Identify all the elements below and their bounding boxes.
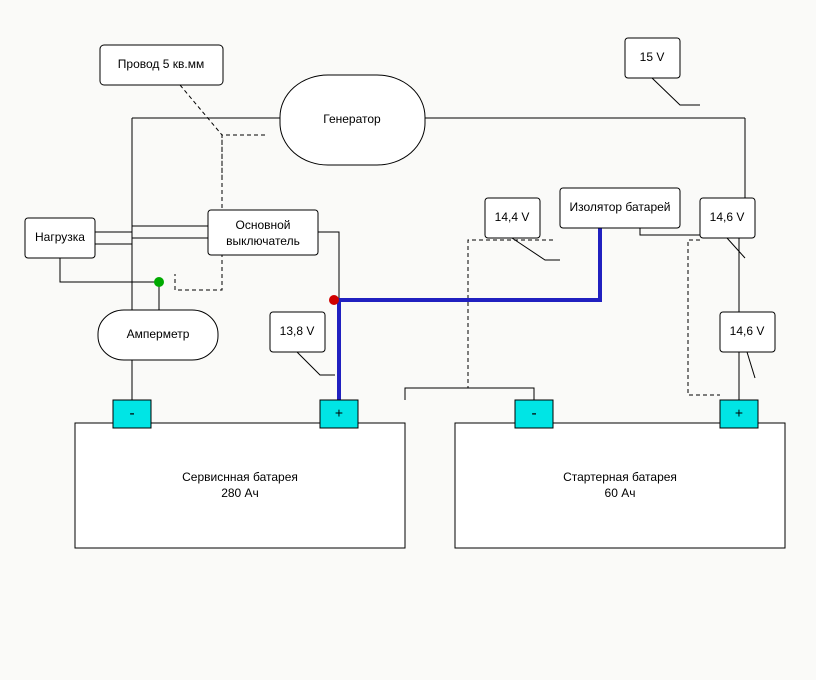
v14_6a-text: 14,6 V <box>710 210 745 224</box>
wire-starter-neg <box>405 388 534 400</box>
wire-dashed-isolator <box>405 240 553 388</box>
term-service-neg-sign: - <box>129 405 134 422</box>
starter-battery-text1: Стартерная батарея <box>563 470 677 484</box>
leader-15v <box>652 78 700 105</box>
service-battery-text2: 280 Ач <box>221 486 259 500</box>
term-starter-neg-sign: - <box>531 405 536 422</box>
wire-blue-main <box>339 228 600 400</box>
junction-red <box>329 295 339 305</box>
generator-text: Генератор <box>323 112 381 126</box>
wire-dashed-right <box>688 240 720 395</box>
v13_8-text: 13,8 V <box>280 324 315 338</box>
leader-14_6a <box>727 238 745 258</box>
isolator-text: Изолятор батарей <box>569 200 670 214</box>
callout-wire-label <box>180 85 222 180</box>
term-service-pos-sign: + <box>335 405 343 421</box>
main-switch-text1: Основной <box>235 218 290 232</box>
main-switch-text2: выключатель <box>226 234 300 248</box>
wire-switch-out <box>318 232 339 300</box>
leader-14_6b <box>747 352 755 378</box>
wiring-diagram: Провод 5 кв.мм Генератор 15 V Нагрузка О… <box>0 0 816 680</box>
starter-battery-text2: 60 Ач <box>605 486 636 500</box>
wire-load-down <box>60 258 159 282</box>
v14_4-text: 14,4 V <box>495 210 530 224</box>
leader-14_4 <box>512 238 560 260</box>
v14_6b-text: 14,6 V <box>730 324 765 338</box>
load-text: Нагрузка <box>35 230 85 244</box>
term-starter-pos-sign: + <box>735 405 743 421</box>
ammeter-text: Амперметр <box>127 327 190 341</box>
junction-green <box>154 277 164 287</box>
leader-13_8 <box>297 352 335 375</box>
main-switch-box <box>208 210 318 255</box>
service-battery-text1: Сервиснная батарея <box>182 470 298 484</box>
v15-text: 15 V <box>640 50 665 64</box>
wire-label-text: Провод 5 кв.мм <box>118 57 204 71</box>
